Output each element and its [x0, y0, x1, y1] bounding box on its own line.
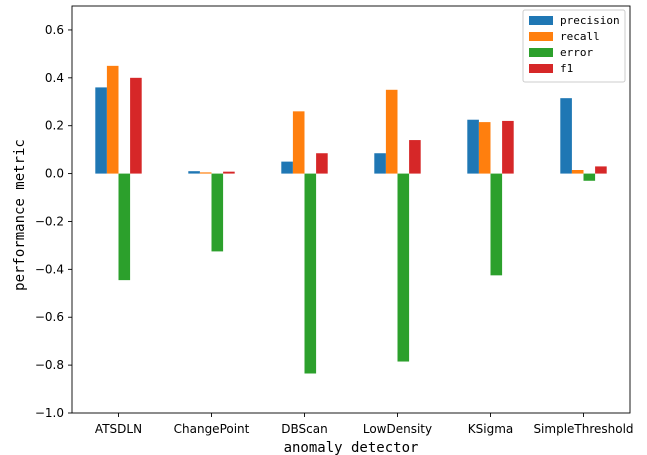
bar-f1-atsdln — [130, 78, 142, 174]
bar-precision-simplethreshold — [560, 98, 572, 173]
legend-label-precision: precision — [560, 14, 620, 27]
legend-swatch-error — [529, 48, 553, 57]
bar-recall-simplethreshold — [572, 170, 584, 174]
y-tick-label: −0.8 — [35, 358, 64, 372]
bar-f1-dbscan — [316, 153, 328, 173]
bar-recall-ksigma — [479, 122, 491, 173]
legend-label-f1: f1 — [560, 62, 573, 75]
x-tick-label: ATSDLN — [95, 422, 142, 436]
legend-swatch-precision — [529, 16, 553, 25]
bar-precision-atsdln — [95, 87, 107, 173]
bar-precision-lowdensity — [374, 153, 386, 173]
y-tick-label: 0.2 — [45, 119, 64, 133]
x-tick-label: KSigma — [468, 422, 513, 436]
y-tick-label: −0.2 — [35, 214, 64, 228]
bar-f1-ksigma — [502, 121, 514, 174]
legend-label-error: error — [560, 46, 593, 59]
y-tick-label: −0.4 — [35, 262, 64, 276]
bar-recall-lowdensity — [386, 90, 398, 174]
bar-error-dbscan — [305, 174, 317, 374]
bar-f1-lowdensity — [409, 140, 421, 174]
bar-recall-atsdln — [107, 66, 119, 174]
bar-recall-dbscan — [293, 111, 305, 173]
x-axis-title: anomaly detector — [284, 440, 419, 455]
y-tick-label: 0.0 — [45, 167, 64, 181]
x-tick-label: LowDensity — [363, 422, 432, 436]
x-tick-label: ChangePoint — [174, 422, 250, 436]
y-tick-label: −0.6 — [35, 310, 64, 324]
bars-layer — [95, 66, 606, 374]
bar-precision-changepoint — [188, 171, 200, 173]
bar-error-lowdensity — [398, 174, 410, 362]
bar-error-ksigma — [491, 174, 503, 276]
y-tick-label: −1.0 — [35, 406, 64, 420]
bar-recall-changepoint — [200, 172, 212, 173]
legend: precision recall error f1 — [523, 10, 625, 82]
bar-f1-simplethreshold — [595, 166, 607, 173]
bar-error-simplethreshold — [584, 174, 596, 181]
bar-precision-dbscan — [281, 162, 293, 174]
legend-swatch-recall — [529, 32, 553, 41]
x-tick-label: DBScan — [281, 422, 327, 436]
y-tick-label: 0.6 — [45, 23, 64, 37]
bar-f1-changepoint — [223, 172, 235, 174]
y-tick-label: 0.4 — [45, 71, 64, 85]
bar-precision-ksigma — [467, 120, 479, 174]
x-tick-label: SimpleThreshold — [533, 422, 633, 436]
bar-error-changepoint — [212, 174, 224, 252]
bar-error-atsdln — [119, 174, 131, 281]
legend-label-recall: recall — [560, 30, 600, 43]
y-axis-title: performance metric — [12, 139, 28, 291]
legend-swatch-f1 — [529, 64, 553, 73]
